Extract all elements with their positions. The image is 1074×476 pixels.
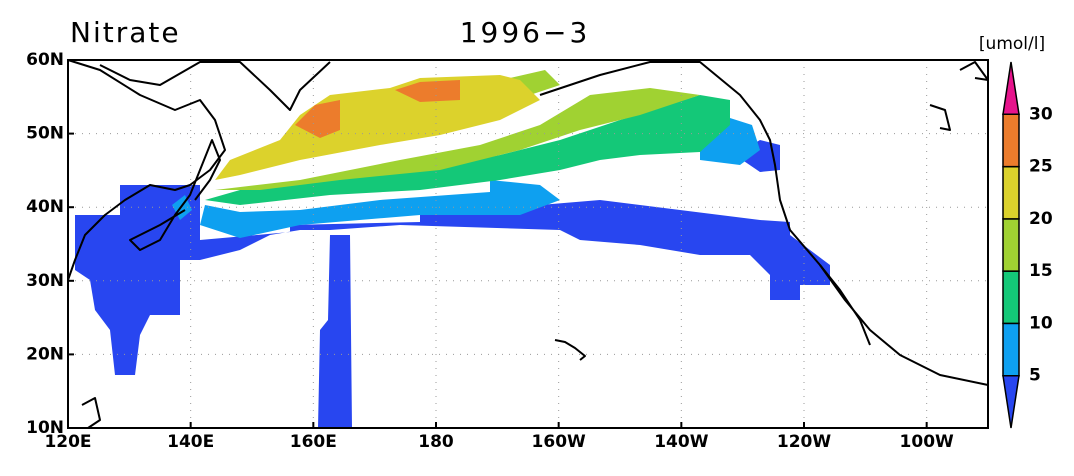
x-tick-label: 120W [777, 432, 831, 452]
y-tick-label: 60N [26, 50, 64, 70]
coastline [819, 264, 871, 346]
colorbar-label: 25 [1029, 157, 1053, 177]
map-subtitle: 1996−3 [460, 16, 591, 49]
unit-label: [umol/l] [979, 34, 1045, 54]
coastline [67, 59, 226, 281]
coastline [554, 339, 586, 361]
x-tick-label: 120E [44, 432, 91, 452]
field-region [700, 118, 760, 165]
field-region [215, 88, 700, 190]
field-region [295, 100, 340, 138]
colorbar: 5 10 15 20 25 30 [1002, 61, 1053, 429]
colorbar-segment [1002, 165, 1020, 220]
y-tick-label: 10N [26, 418, 64, 438]
colorbar-segment [1002, 113, 1020, 168]
y-tick-label: 20N [26, 344, 64, 364]
map-frame [67, 59, 989, 429]
field-region [318, 235, 352, 428]
x-tick-label: 160E [290, 432, 337, 452]
coastline [539, 61, 989, 386]
x-tick-label: 100W [900, 432, 954, 452]
field-region [395, 80, 460, 102]
x-tick-label: 180 [418, 432, 454, 452]
coastline [129, 139, 221, 251]
y-tick-label: 40N [26, 197, 64, 217]
coastline [99, 61, 331, 111]
coastline [959, 61, 989, 81]
colorbar-segment [1002, 374, 1020, 429]
colorbar-segment [1002, 61, 1020, 116]
coastlines [67, 59, 989, 429]
field-region [510, 70, 560, 95]
y-tick-label: 30N [26, 271, 64, 291]
x-tick-label: 160W [532, 432, 586, 452]
x-tick-label: 140E [167, 432, 214, 452]
colorbar-label: 30 [1029, 104, 1053, 124]
field-region [205, 95, 730, 205]
colorbar-label: 20 [1029, 209, 1053, 229]
colorbar-segment [1002, 322, 1020, 377]
colorbar-label: 15 [1029, 261, 1053, 281]
map-title: Nitrate [70, 16, 181, 49]
field-regions [75, 70, 830, 428]
coastline [929, 104, 951, 131]
colorbar-segment [1002, 218, 1020, 272]
x-tick-label: 140W [654, 432, 708, 452]
field-region [75, 185, 830, 375]
coastline [81, 397, 101, 429]
colorbar-label: 5 [1029, 366, 1041, 386]
field-region [200, 180, 560, 238]
field-region [215, 75, 540, 180]
field-region [735, 140, 780, 172]
y-tick-label: 50N [26, 124, 64, 144]
colorbar-segment [1002, 270, 1020, 325]
colorbar-label: 10 [1029, 313, 1053, 333]
